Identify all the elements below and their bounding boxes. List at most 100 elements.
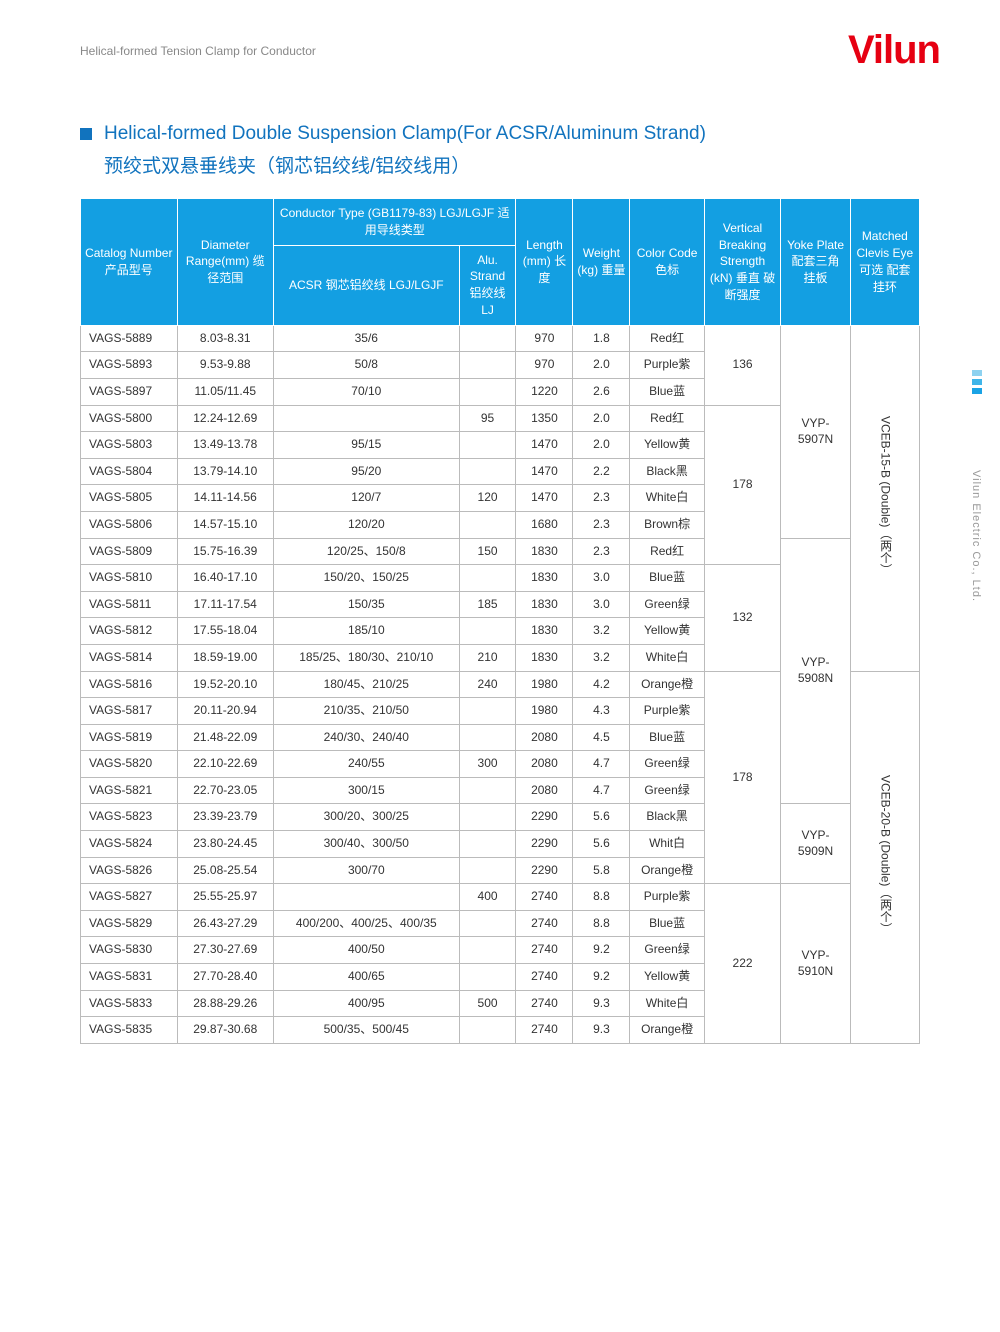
cell-catalog: VAGS-5827 xyxy=(81,884,178,911)
cell-weight: 2.0 xyxy=(573,352,630,379)
cell-alu: 185 xyxy=(459,591,516,618)
title-en: Helical-formed Double Suspension Clamp(F… xyxy=(104,123,706,145)
cell-length: 1220 xyxy=(516,378,573,405)
table-row: VAGS-580915.75-16.39120/25、150/815018302… xyxy=(81,538,920,565)
cell-acsr xyxy=(274,405,460,432)
cell-alu xyxy=(459,777,516,804)
col-alu: Alu. Strand 铝绞线 LJ xyxy=(459,245,516,325)
cell-acsr: 95/15 xyxy=(274,432,460,459)
cell-diameter: 15.75-16.39 xyxy=(177,538,274,565)
cell-catalog: VAGS-5811 xyxy=(81,591,178,618)
cell-length: 1830 xyxy=(516,591,573,618)
cell-diameter: 16.40-17.10 xyxy=(177,565,274,592)
cell-length: 1980 xyxy=(516,671,573,698)
cell-color: Green绿 xyxy=(630,777,704,804)
cell-weight: 2.3 xyxy=(573,538,630,565)
cell-catalog: VAGS-5889 xyxy=(81,325,178,352)
cell-alu xyxy=(459,724,516,751)
cell-breaking: 178 xyxy=(704,405,781,565)
cell-length: 2740 xyxy=(516,964,573,991)
cell-weight: 3.2 xyxy=(573,644,630,671)
cell-weight: 9.3 xyxy=(573,990,630,1017)
cell-catalog: VAGS-5821 xyxy=(81,777,178,804)
cell-acsr: 120/25、150/8 xyxy=(274,538,460,565)
cell-length: 970 xyxy=(516,352,573,379)
breadcrumb: Helical-formed Tension Clamp for Conduct… xyxy=(80,44,316,58)
cell-color: Blue蓝 xyxy=(630,724,704,751)
cell-weight: 9.2 xyxy=(573,964,630,991)
cell-breaking: 132 xyxy=(704,565,781,671)
cell-alu: 500 xyxy=(459,990,516,1017)
cell-alu xyxy=(459,458,516,485)
cell-diameter: 8.03-8.31 xyxy=(177,325,274,352)
cell-length: 2740 xyxy=(516,990,573,1017)
col-acsr: ACSR 钢芯铝绞线 LGJ/LGJF xyxy=(274,245,460,325)
title-cn: 预绞式双悬垂线夹（钢芯铝绞线/铝绞线用） xyxy=(104,151,920,178)
cell-diameter: 13.49-13.78 xyxy=(177,432,274,459)
cell-color: Blue蓝 xyxy=(630,910,704,937)
cell-color: Green绿 xyxy=(630,937,704,964)
cell-color: Yellow黄 xyxy=(630,432,704,459)
cell-catalog: VAGS-5835 xyxy=(81,1017,178,1044)
cell-weight: 9.2 xyxy=(573,937,630,964)
cell-acsr: 180/45、210/25 xyxy=(274,671,460,698)
col-yoke: Yoke Plate 配套三角 挂板 xyxy=(781,199,850,326)
cell-weight: 4.5 xyxy=(573,724,630,751)
cell-acsr: 120/20 xyxy=(274,511,460,538)
cell-length: 1470 xyxy=(516,432,573,459)
cell-color: Yellow黄 xyxy=(630,618,704,645)
cell-weight: 4.7 xyxy=(573,777,630,804)
cell-alu xyxy=(459,937,516,964)
col-color: Color Code 色标 xyxy=(630,199,704,326)
cell-catalog: VAGS-5820 xyxy=(81,751,178,778)
cell-length: 1830 xyxy=(516,644,573,671)
cell-catalog: VAGS-5830 xyxy=(81,937,178,964)
cell-catalog: VAGS-5831 xyxy=(81,964,178,991)
cell-diameter: 28.88-29.26 xyxy=(177,990,274,1017)
cell-diameter: 23.80-24.45 xyxy=(177,831,274,858)
cell-catalog: VAGS-5826 xyxy=(81,857,178,884)
cell-alu xyxy=(459,352,516,379)
cell-catalog: VAGS-5810 xyxy=(81,565,178,592)
cell-color: Red红 xyxy=(630,405,704,432)
cell-weight: 5.6 xyxy=(573,804,630,831)
cell-diameter: 22.70-23.05 xyxy=(177,777,274,804)
cell-weight: 2.2 xyxy=(573,458,630,485)
cell-diameter: 27.30-27.69 xyxy=(177,937,274,964)
cell-acsr: 400/95 xyxy=(274,990,460,1017)
cell-color: Blue蓝 xyxy=(630,378,704,405)
cell-diameter: 12.24-12.69 xyxy=(177,405,274,432)
cell-length: 2080 xyxy=(516,777,573,804)
cell-alu xyxy=(459,618,516,645)
cell-color: Blue蓝 xyxy=(630,565,704,592)
cell-acsr: 240/30、240/40 xyxy=(274,724,460,751)
cell-weight: 2.0 xyxy=(573,405,630,432)
cell-alu xyxy=(459,565,516,592)
cell-length: 2080 xyxy=(516,751,573,778)
cell-acsr: 150/20、150/25 xyxy=(274,565,460,592)
cell-color: Green绿 xyxy=(630,751,704,778)
cell-weight: 2.6 xyxy=(573,378,630,405)
cell-diameter: 23.39-23.79 xyxy=(177,804,274,831)
cell-weight: 3.0 xyxy=(573,565,630,592)
cell-catalog: VAGS-5819 xyxy=(81,724,178,751)
cell-color: Red红 xyxy=(630,538,704,565)
cell-alu: 210 xyxy=(459,644,516,671)
cell-color: White白 xyxy=(630,485,704,512)
cell-length: 1980 xyxy=(516,698,573,725)
cell-diameter: 17.55-18.04 xyxy=(177,618,274,645)
cell-alu xyxy=(459,325,516,352)
cell-length: 2740 xyxy=(516,884,573,911)
cell-alu xyxy=(459,804,516,831)
cell-color: Yellow黄 xyxy=(630,964,704,991)
cell-catalog: VAGS-5803 xyxy=(81,432,178,459)
cell-alu xyxy=(459,857,516,884)
cell-acsr: 400/200、400/25、400/35 xyxy=(274,910,460,937)
cell-weight: 5.8 xyxy=(573,857,630,884)
cell-color: Purple紫 xyxy=(630,352,704,379)
cell-acsr: 70/10 xyxy=(274,378,460,405)
cell-alu xyxy=(459,964,516,991)
cell-color: Purple紫 xyxy=(630,698,704,725)
col-conductor-group: Conductor Type (GB1179-83) LGJ/LGJF 适用导线… xyxy=(274,199,516,246)
table-row: VAGS-582725.55-25.9740027408.8Purple紫222… xyxy=(81,884,920,911)
